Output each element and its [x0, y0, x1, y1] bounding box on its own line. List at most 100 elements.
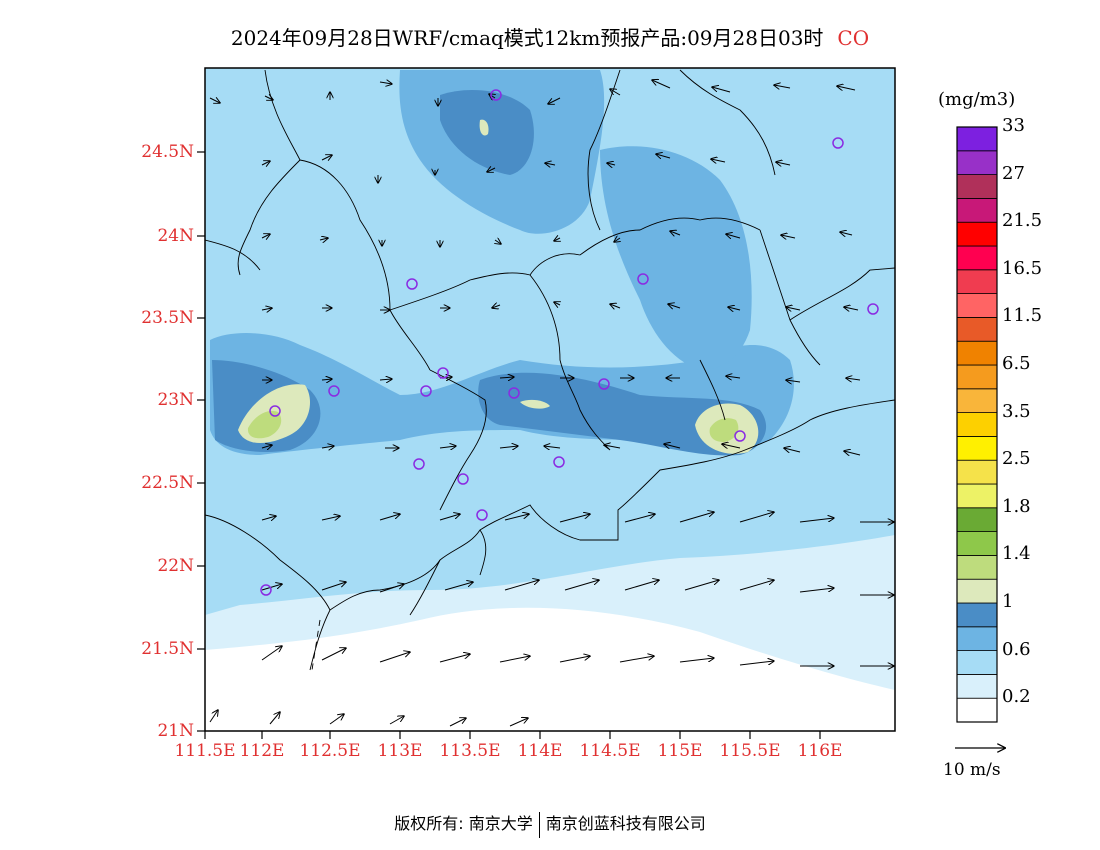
- wind-vectors: [209, 80, 894, 727]
- colorbar: [956, 126, 998, 723]
- wind-vector-84: [684, 580, 719, 591]
- wind-vector-10: [774, 85, 791, 88]
- wind-vector-42: [786, 307, 801, 310]
- boundary-line-5: [529, 274, 611, 451]
- station-marker-5: [269, 405, 281, 417]
- boundary-line-11: [789, 267, 895, 321]
- wind-vector-28: [614, 238, 620, 242]
- shading-region-14: [709, 418, 739, 442]
- wind-vector-90: [379, 652, 410, 663]
- wind-vector-92: [499, 656, 530, 663]
- wind-vector-70: [504, 514, 529, 521]
- station-marker-3: [637, 273, 649, 285]
- colorbar-swatch-18: [956, 269, 998, 294]
- station-marker-11: [734, 430, 746, 442]
- wind-vector-95: [679, 658, 714, 663]
- copyright-right: 南京创蓝科技有限公司: [545, 814, 706, 833]
- wind-vector-104: [509, 718, 528, 727]
- wind-vector-52: [726, 376, 741, 378]
- wind-vector-33: [261, 308, 272, 310]
- shading-region-7: [478, 372, 767, 456]
- page-title: 2024年09月28日WRF/cmaq模式12km预报产品:09月28日03时 C…: [0, 22, 1100, 51]
- colorbar-unit: (mg/m3): [938, 89, 1016, 110]
- title-species: CO: [837, 26, 870, 50]
- colorbar-label-7: 6.5: [1002, 353, 1031, 374]
- station-marker-0: [490, 89, 502, 101]
- colorbar-swatch-17: [956, 293, 998, 318]
- lon-label-3: 113E: [377, 741, 423, 761]
- station-marker-9: [508, 387, 520, 399]
- lat-label-5: 22N: [157, 556, 194, 576]
- wind-vector-37: [492, 305, 501, 308]
- boundary-line-10: [699, 359, 726, 421]
- colorbar-swatch-6: [956, 555, 998, 580]
- colorbar-label-5: 2.5: [1002, 448, 1031, 470]
- colorbar-label-1: 0.6: [1002, 638, 1031, 660]
- lon-label-1: 112E: [239, 741, 285, 761]
- lat-label-7: 21N: [157, 721, 194, 741]
- lon-label-6: 114.5E: [579, 741, 641, 761]
- lon-label-4: 113.5E: [439, 741, 501, 761]
- boundary-line-2: [237, 69, 301, 276]
- wind-vector-5: [489, 94, 495, 98]
- wind-vector-12: [261, 161, 270, 165]
- wind-vector-6: [548, 97, 561, 104]
- wind-vector-54: [846, 378, 861, 380]
- wind-vector-73: [679, 512, 714, 523]
- wind-vector-88: [261, 646, 282, 661]
- wind-vector-74: [739, 512, 774, 523]
- station-marker-7: [420, 385, 432, 397]
- wind-vector-55: [261, 445, 272, 448]
- colorbar-swatch-0: [956, 697, 998, 723]
- coastline-boundaries: [205, 69, 895, 671]
- boundary-line-12: [205, 239, 261, 271]
- wind-vector-72: [624, 514, 655, 523]
- colorbar-swatch-22: [956, 174, 998, 199]
- wind-vector-64: [784, 448, 801, 452]
- wind-vector-46: [379, 379, 392, 380]
- wind-vector-22: [261, 234, 270, 238]
- colorbar-label-11: 27: [1002, 162, 1025, 184]
- station-marker-14: [553, 456, 565, 468]
- wind-vector-21: [776, 162, 791, 165]
- copyright-footer: 版权所有: 南京大学 南京创蓝科技有限公司: [0, 810, 1100, 838]
- colorbar-label-10: 21.5: [1002, 210, 1043, 232]
- colorbar-swatch-9: [956, 483, 998, 509]
- colorbar-label-9: 16.5: [1002, 257, 1043, 279]
- lon-label-5: 114E: [517, 741, 563, 761]
- boundary-line-15: [479, 529, 487, 576]
- wind-vector-29: [670, 231, 681, 235]
- wind-vector-31: [781, 235, 796, 238]
- colorbar-swatch-7: [956, 531, 998, 556]
- colorbar-swatch-20: [956, 221, 998, 247]
- wind-vector-26: [495, 240, 501, 244]
- wind-vector-99: [209, 710, 218, 723]
- colorbar-label-3: 1.4: [1002, 543, 1031, 565]
- wind-vector-19: [656, 154, 671, 158]
- shading-region-13: [247, 410, 282, 439]
- wind-vector-17: [545, 163, 556, 165]
- wind-vector-80: [444, 582, 473, 591]
- wind-vector-3: [379, 82, 392, 84]
- colorbar-swatch-8: [956, 507, 998, 532]
- colorbar-swatch-16: [956, 316, 998, 342]
- wind-vector-83: [624, 580, 659, 591]
- wind-vector-96: [739, 661, 774, 666]
- colorbar-frame: [956, 126, 998, 723]
- shading-region-5: [600, 146, 752, 370]
- boundary-line-4: [389, 253, 581, 311]
- boundary-line-3: [299, 159, 431, 371]
- wind-vector-82: [564, 580, 599, 591]
- colorbar-label-0: 0.2: [1002, 686, 1031, 708]
- boundary-line-6: [579, 217, 761, 256]
- lat-label-6: 21.5N: [141, 639, 194, 659]
- wind-vector-11: [837, 86, 856, 90]
- title-main: 2024年09月28日WRF/cmaq模式12km预报产品:09月28日03时: [230, 26, 824, 50]
- wind-vector-39: [610, 304, 621, 308]
- colorbar-swatch-13: [956, 388, 998, 413]
- wind-vector-23: [319, 238, 328, 240]
- wind-vector-1: [264, 96, 273, 100]
- boundary-line-0: [205, 399, 895, 611]
- wind-vector-61: [604, 445, 621, 448]
- reference-vector-label: 10 m/s: [943, 760, 1001, 780]
